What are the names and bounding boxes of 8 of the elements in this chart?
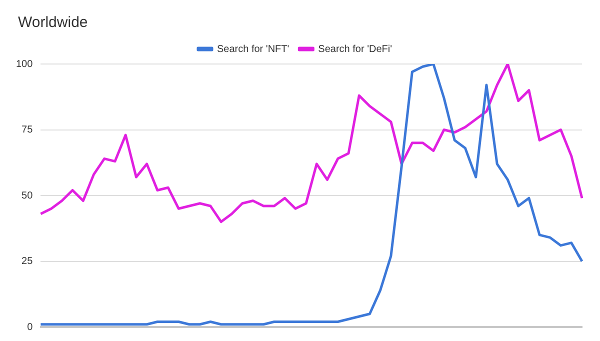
y-tick-label: 50	[22, 190, 34, 202]
legend-label: Search for 'DeFi'	[318, 44, 392, 55]
y-tick-label: 25	[22, 256, 34, 267]
legend-label: Search for 'NFT'	[216, 44, 290, 55]
y-tick-label: 0	[27, 322, 34, 333]
y-tick-label: 100	[16, 58, 34, 70]
chart-title: Worldwide	[18, 14, 88, 31]
y-tick-label: 75	[22, 124, 34, 136]
